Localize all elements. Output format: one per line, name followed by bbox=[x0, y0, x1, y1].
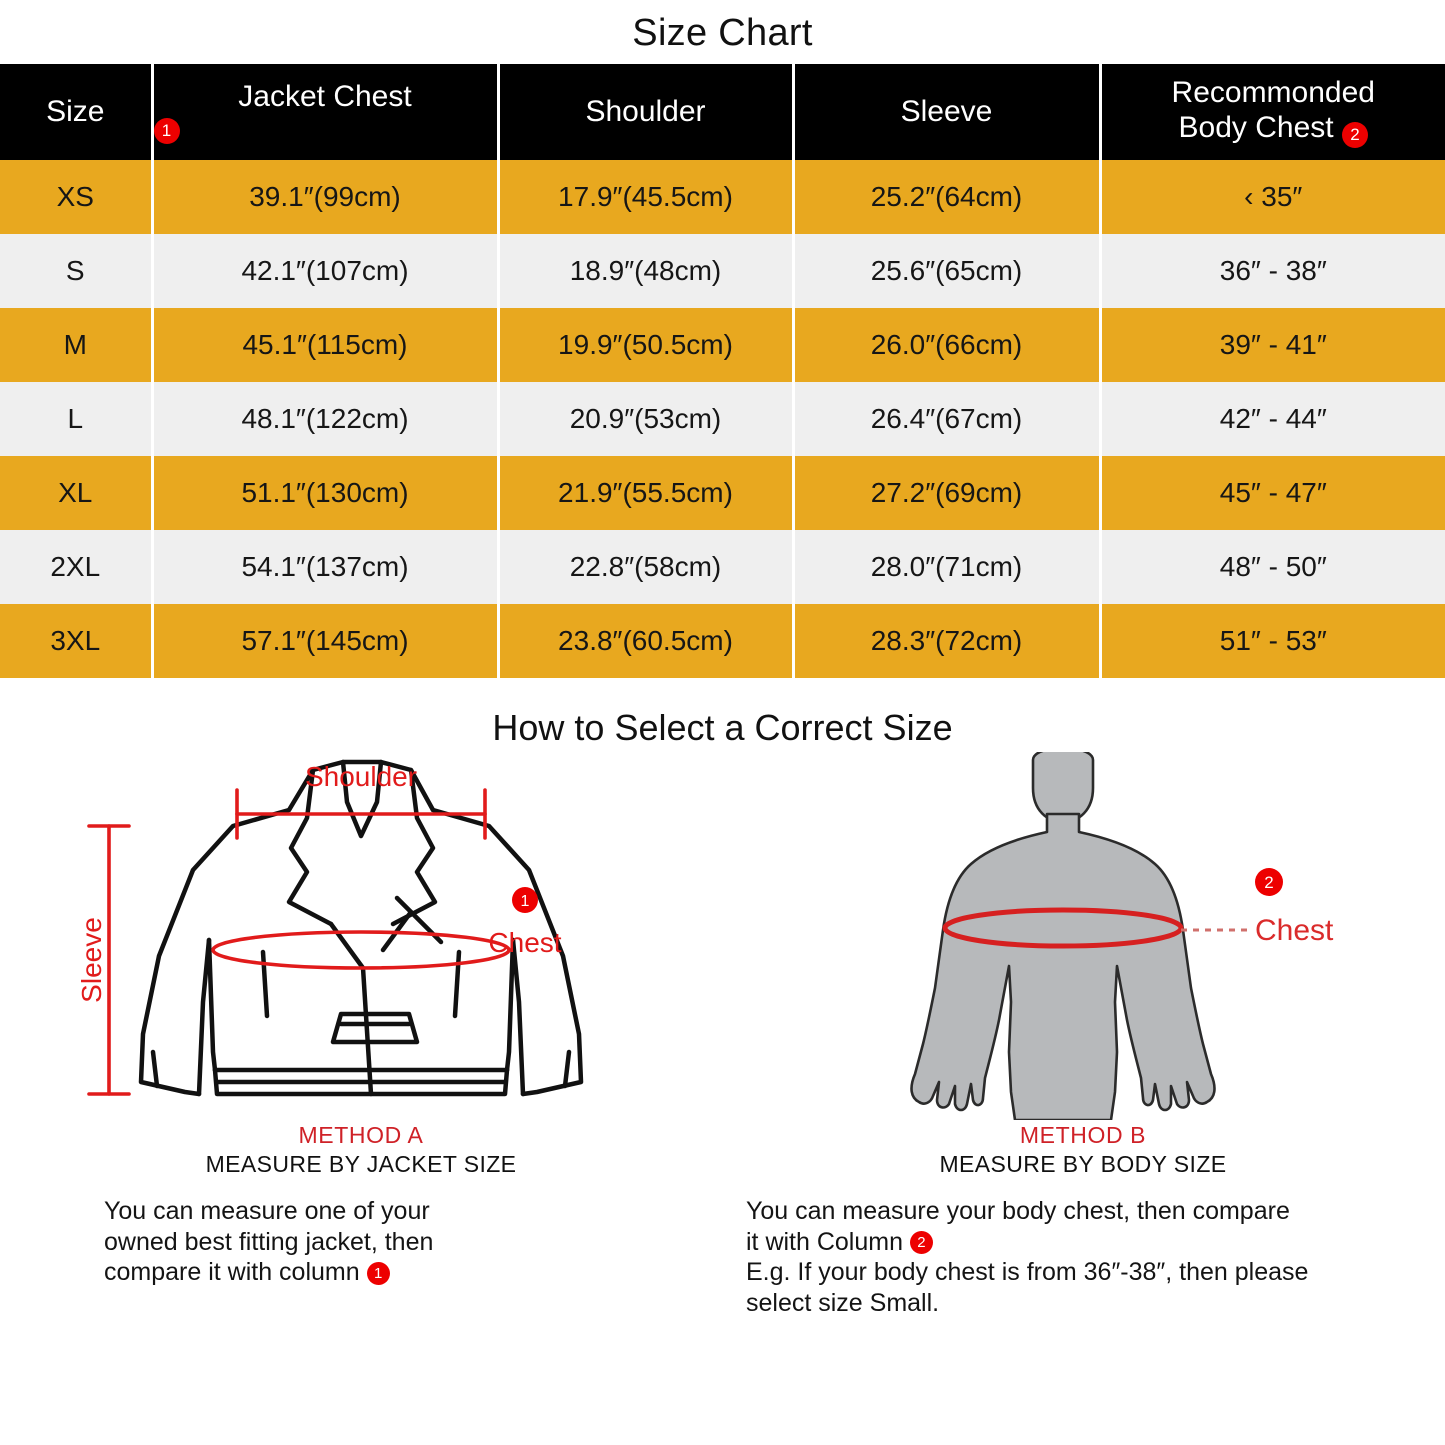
cell-body-chest: 45″ - 47″ bbox=[1100, 456, 1445, 530]
table-row: XS 39.1″(99cm) 17.9″(45.5cm) 25.2″(64cm)… bbox=[0, 160, 1445, 234]
cell-sleeve: 28.3″(72cm) bbox=[793, 604, 1102, 678]
cell-jacket-chest: 42.1″(107cm) bbox=[152, 234, 500, 308]
method-a-description: You can measure one of your owned best f… bbox=[104, 1196, 504, 1288]
chest-measure-ellipse bbox=[942, 907, 1184, 949]
method-b-desc-line3: E.g. If your body chest is from 36″-38″,… bbox=[746, 1258, 1309, 1286]
cell-size: 3XL bbox=[0, 604, 154, 678]
table-row: XL 51.1″(130cm) 21.9″(55.5cm) 27.2″(69cm… bbox=[0, 456, 1445, 530]
cell-sleeve: 27.2″(69cm) bbox=[793, 456, 1102, 530]
column-header-jacket-chest: Jacket Chest 1 bbox=[152, 64, 500, 160]
column-header-sleeve-label: Sleeve bbox=[900, 95, 993, 129]
jacket-diagram-svg: Shoulder 1 Chest Sleeve bbox=[81, 759, 584, 1097]
cell-size: 2XL bbox=[0, 530, 154, 604]
cell-body-chest: 39″ - 41″ bbox=[1100, 308, 1445, 382]
column-header-jacket-chest-label: Jacket Chest bbox=[238, 80, 412, 114]
table-row: S 42.1″(107cm) 18.9″(48cm) 25.6″(65cm) 3… bbox=[0, 234, 1445, 308]
badge-1-icon: 1 bbox=[366, 1261, 390, 1285]
sleeve-measure-line bbox=[87, 824, 131, 1096]
cell-body-chest: 36″ - 38″ bbox=[1100, 234, 1445, 308]
column-header-body-chest-line1: Recommonded bbox=[1171, 75, 1375, 109]
cell-shoulder: 23.8″(60.5cm) bbox=[498, 604, 795, 678]
badge-2-icon: 2 bbox=[909, 1231, 933, 1255]
method-a-name: METHOD A bbox=[298, 1122, 424, 1148]
cell-size: S bbox=[0, 234, 154, 308]
cell-body-chest: ‹ 35″ bbox=[1100, 160, 1445, 234]
cell-size: XS bbox=[0, 160, 154, 234]
cell-shoulder: 17.9″(45.5cm) bbox=[498, 160, 795, 234]
body-diagram: 2 Chest bbox=[722, 752, 1444, 1120]
column-header-body-chest-line2-wrap: Body Chest 2 bbox=[1102, 111, 1445, 149]
column-header-body-chest: Recommonded Body Chest 2 bbox=[1100, 64, 1445, 160]
body-chest-label: Chest bbox=[1255, 914, 1334, 947]
cell-shoulder: 22.8″(58cm) bbox=[498, 530, 795, 604]
cell-shoulder: 21.9″(55.5cm) bbox=[498, 456, 795, 530]
cell-body-chest: 42″ - 44″ bbox=[1100, 382, 1445, 456]
cell-shoulder: 18.9″(48cm) bbox=[498, 234, 795, 308]
method-a-subtitle: MEASURE BY JACKET SIZE bbox=[205, 1151, 517, 1177]
table-row: 3XL 57.1″(145cm) 23.8″(60.5cm) 28.3″(72c… bbox=[0, 604, 1445, 678]
cell-shoulder: 20.9″(53cm) bbox=[498, 382, 795, 456]
column-header-sleeve: Sleeve bbox=[793, 64, 1102, 160]
method-b-desc-line2: it with Column bbox=[746, 1227, 903, 1256]
cell-sleeve: 28.0″(71cm) bbox=[793, 530, 1102, 604]
jacket-chest-label: Chest bbox=[488, 927, 561, 958]
badge-1-icon: 1 bbox=[153, 117, 180, 144]
cell-sleeve: 25.2″(64cm) bbox=[793, 160, 1102, 234]
badge-2-icon bbox=[1255, 868, 1283, 896]
cell-jacket-chest: 57.1″(145cm) bbox=[152, 604, 500, 678]
jacket-sleeve-label: Sleeve bbox=[81, 917, 107, 1003]
body-diagram-svg: 2 Chest bbox=[910, 752, 1334, 1120]
method-a-desc-line2: owned best fitting jacket, then bbox=[104, 1227, 434, 1256]
cell-sleeve: 26.4″(67cm) bbox=[793, 382, 1102, 456]
cell-size: XL bbox=[0, 456, 154, 530]
method-b-desc-line2-wrap: it with Column 2 bbox=[746, 1227, 1366, 1258]
column-header-body-chest-line2: Body Chest bbox=[1178, 111, 1334, 145]
method-a-desc-line3: compare it with column bbox=[104, 1258, 360, 1286]
column-header-shoulder-label: Shoulder bbox=[585, 95, 706, 129]
method-b-desc-line1: You can measure your body chest, then co… bbox=[746, 1197, 1290, 1225]
cell-jacket-chest: 45.1″(115cm) bbox=[152, 308, 500, 382]
methods-container: Shoulder 1 Chest Sleeve METHOD A MEASURE… bbox=[0, 752, 1445, 1318]
column-header-shoulder: Shoulder bbox=[498, 64, 795, 160]
jacket-diagram: Shoulder 1 Chest Sleeve bbox=[0, 752, 722, 1120]
method-a-desc-line3-wrap: compare it with column 1 bbox=[104, 1257, 504, 1288]
method-b-description: You can measure your body chest, then co… bbox=[746, 1196, 1366, 1318]
method-b-panel: 2 Chest METHOD B MEASURE BY BODY SIZE Yo… bbox=[722, 752, 1444, 1318]
column-header-size-label: Size bbox=[46, 95, 105, 129]
page-title: Size Chart bbox=[632, 12, 813, 54]
method-b-desc-line4: select size Small. bbox=[746, 1288, 940, 1317]
column-header-size: Size bbox=[0, 64, 154, 160]
table-row: L 48.1″(122cm) 20.9″(53cm) 26.4″(67cm) 4… bbox=[0, 382, 1445, 456]
jacket-shoulder-label: Shoulder bbox=[305, 761, 417, 792]
badge-1-icon bbox=[512, 887, 538, 913]
cell-shoulder: 19.9″(50.5cm) bbox=[498, 308, 795, 382]
cell-sleeve: 25.6″(65cm) bbox=[793, 234, 1102, 308]
method-b-subtitle: MEASURE BY BODY SIZE bbox=[939, 1151, 1227, 1177]
cell-size: L bbox=[0, 382, 154, 456]
cell-body-chest: 48″ - 50″ bbox=[1100, 530, 1445, 604]
method-a-desc-line1: You can measure one of your bbox=[104, 1197, 430, 1225]
badge-2-icon: 2 bbox=[1341, 122, 1368, 149]
cell-size: M bbox=[0, 308, 154, 382]
cell-jacket-chest: 48.1″(122cm) bbox=[152, 382, 500, 456]
cell-jacket-chest: 54.1″(137cm) bbox=[152, 530, 500, 604]
size-chart-table: Size Jacket Chest 1 Shoulder Sleeve Reco… bbox=[0, 64, 1445, 678]
guide-heading: How to Select a Correct Size bbox=[492, 707, 953, 748]
cell-jacket-chest: 51.1″(130cm) bbox=[152, 456, 500, 530]
cell-body-chest: 51″ - 53″ bbox=[1100, 604, 1445, 678]
table-row: M 45.1″(115cm) 19.9″(50.5cm) 26.0″(66cm)… bbox=[0, 308, 1445, 382]
badge-2-label: 2 bbox=[1264, 873, 1273, 892]
method-b-name: METHOD B bbox=[1019, 1122, 1147, 1148]
chest-measure-ellipse bbox=[211, 930, 511, 970]
table-row: 2XL 54.1″(137cm) 22.8″(58cm) 28.0″(71cm)… bbox=[0, 530, 1445, 604]
table-header-row: Size Jacket Chest 1 Shoulder Sleeve Reco… bbox=[0, 64, 1445, 160]
badge-1-label: 1 bbox=[521, 893, 530, 910]
cell-jacket-chest: 39.1″(99cm) bbox=[152, 160, 500, 234]
method-a-panel: Shoulder 1 Chest Sleeve METHOD A MEASURE… bbox=[0, 752, 722, 1318]
shoulder-measure-line bbox=[235, 788, 487, 840]
cell-sleeve: 26.0″(66cm) bbox=[793, 308, 1102, 382]
